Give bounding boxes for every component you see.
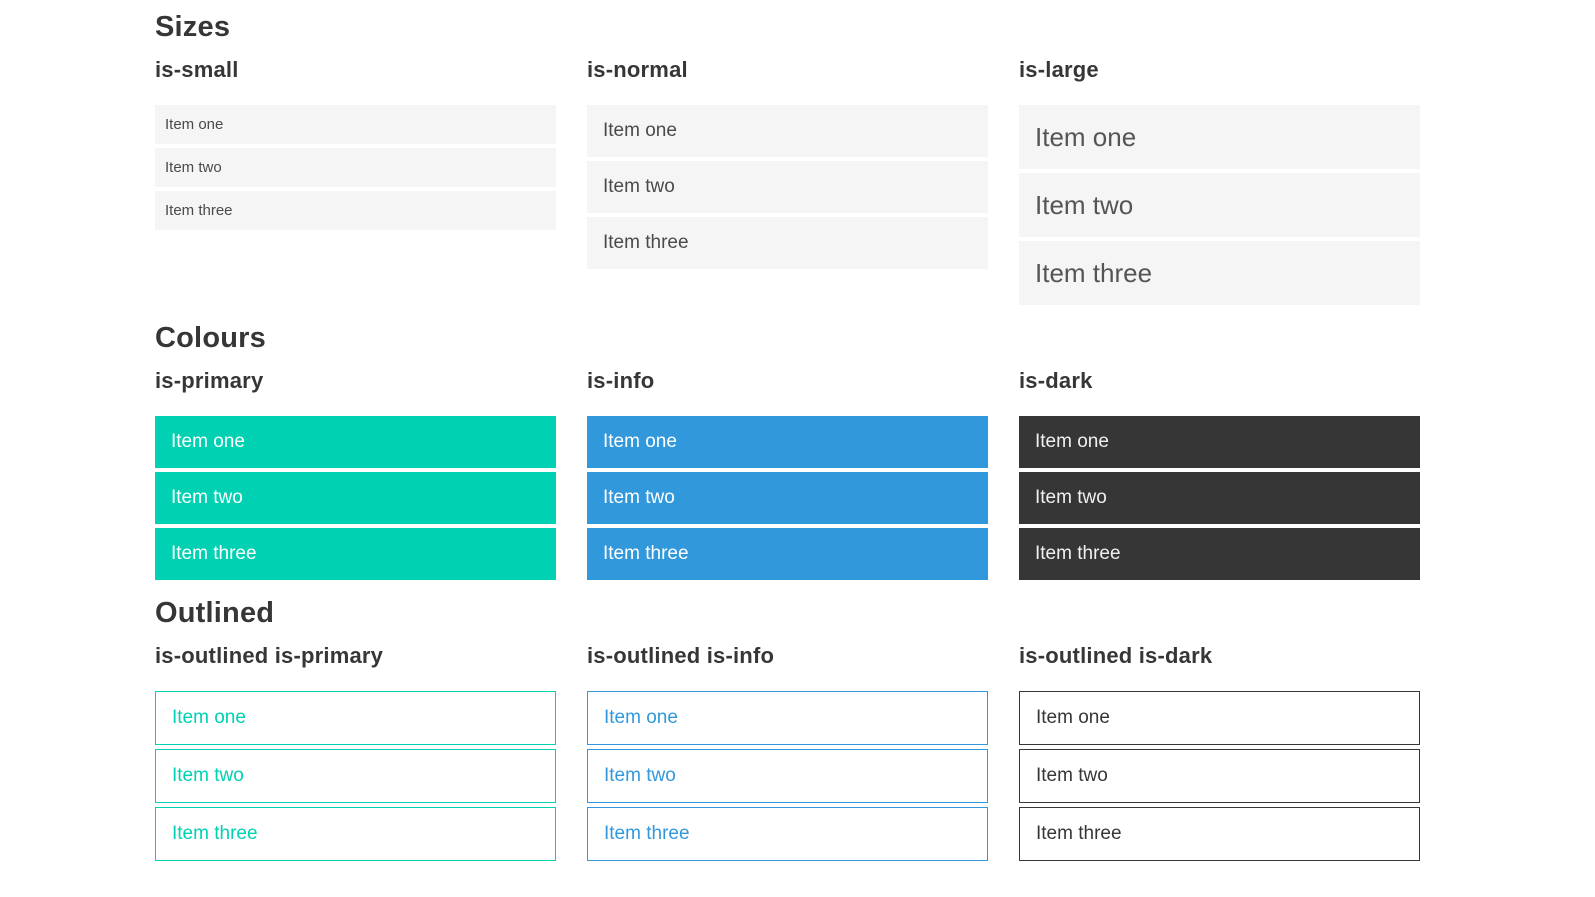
column-info: is-info Item one Item two Item three (587, 367, 988, 580)
column-title-normal: is-normal (587, 57, 688, 82)
list-item: Item one (1019, 416, 1420, 468)
section-colours: Colours is-primary Item one Item two Item th… (155, 321, 1420, 580)
list-item: Item three (587, 217, 988, 269)
list-item: Item one (587, 105, 988, 157)
column-title-small: is-small (155, 57, 239, 82)
block-list-small: Item one Item two Item three (155, 105, 556, 230)
column-title-outlined-primary: is-outlined is-primary (155, 643, 384, 668)
block-list-outlined-info: Item one Item two Item three (587, 691, 988, 861)
column-small: is-small Item one Item two Item three (155, 56, 556, 305)
list-item: Item one (1019, 691, 1420, 745)
list-item: Item two (1019, 173, 1420, 237)
list-item: Item three (155, 528, 556, 580)
list-item: Item two (587, 161, 988, 213)
list-item: Item two (155, 148, 556, 187)
list-item: Item two (1019, 749, 1420, 803)
block-list-primary: Item one Item two Item three (155, 416, 556, 580)
column-outlined-dark: is-outlined is-dark Item one Item two Item … (1019, 642, 1420, 861)
list-item: Item three (1019, 241, 1420, 305)
block-list-normal: Item one Item two Item three (587, 105, 988, 269)
block-list-outlined-dark: Item one Item two Item three (1019, 691, 1420, 861)
list-item: Item one (587, 416, 988, 468)
list-item: Item two (587, 472, 988, 524)
list-item: Item three (155, 807, 556, 861)
list-item: Item two (155, 749, 556, 803)
block-list-outlined-primary: Item one Item two Item three (155, 691, 556, 861)
list-item: Item one (155, 105, 556, 144)
block-list-large: Item one Item two Item three (1019, 105, 1420, 305)
column-title-outlined-dark: is-outlined is-dark (1019, 643, 1213, 668)
columns-grid: is-outlined is-primary Item one Item two It… (155, 642, 1420, 861)
list-item: Item three (587, 807, 988, 861)
list-item: Item three (1019, 528, 1420, 580)
column-title-outlined-info: is-outlined is-info (587, 643, 775, 668)
column-large: is-large Item one Item two Item three (1019, 56, 1420, 305)
section-title-outlined: Outlined (155, 597, 275, 629)
column-title-dark: is-dark (1019, 368, 1093, 393)
section-title-sizes: Sizes (155, 11, 231, 43)
list-item: Item two (1019, 472, 1420, 524)
list-item: Item one (155, 691, 556, 745)
block-list-dark: Item one Item two Item three (1019, 416, 1420, 580)
list-item: Item one (155, 416, 556, 468)
columns-grid: is-primary Item one Item two Item three is-i… (155, 367, 1420, 580)
column-outlined-info: is-outlined is-info Item one Item two Item … (587, 642, 988, 861)
column-title-primary: is-primary (155, 368, 264, 393)
list-item: Item three (155, 191, 556, 230)
column-primary: is-primary Item one Item two Item three (155, 367, 556, 580)
list-item: Item one (587, 691, 988, 745)
column-dark: is-dark Item one Item two Item three (1019, 367, 1420, 580)
column-title-info: is-info (587, 368, 655, 393)
column-normal: is-normal Item one Item two Item three (587, 56, 988, 305)
list-item: Item three (1019, 807, 1420, 861)
column-title-large: is-large (1019, 57, 1099, 82)
section-title-colours: Colours (155, 322, 266, 354)
block-list-info: Item one Item two Item three (587, 416, 988, 580)
columns-grid: is-small Item one Item two Item three is-nor… (155, 56, 1420, 305)
list-item: Item three (587, 528, 988, 580)
section-sizes: Sizes is-small Item one Item two Item three i… (155, 10, 1420, 305)
list-item: Item two (587, 749, 988, 803)
page-content: Sizes is-small Item one Item two Item three i… (155, 10, 1420, 861)
list-item: Item two (155, 472, 556, 524)
list-item: Item one (1019, 105, 1420, 169)
section-outlined: Outlined is-outlined is-primary Item one It… (155, 596, 1420, 861)
column-outlined-primary: is-outlined is-primary Item one Item two It… (155, 642, 556, 861)
